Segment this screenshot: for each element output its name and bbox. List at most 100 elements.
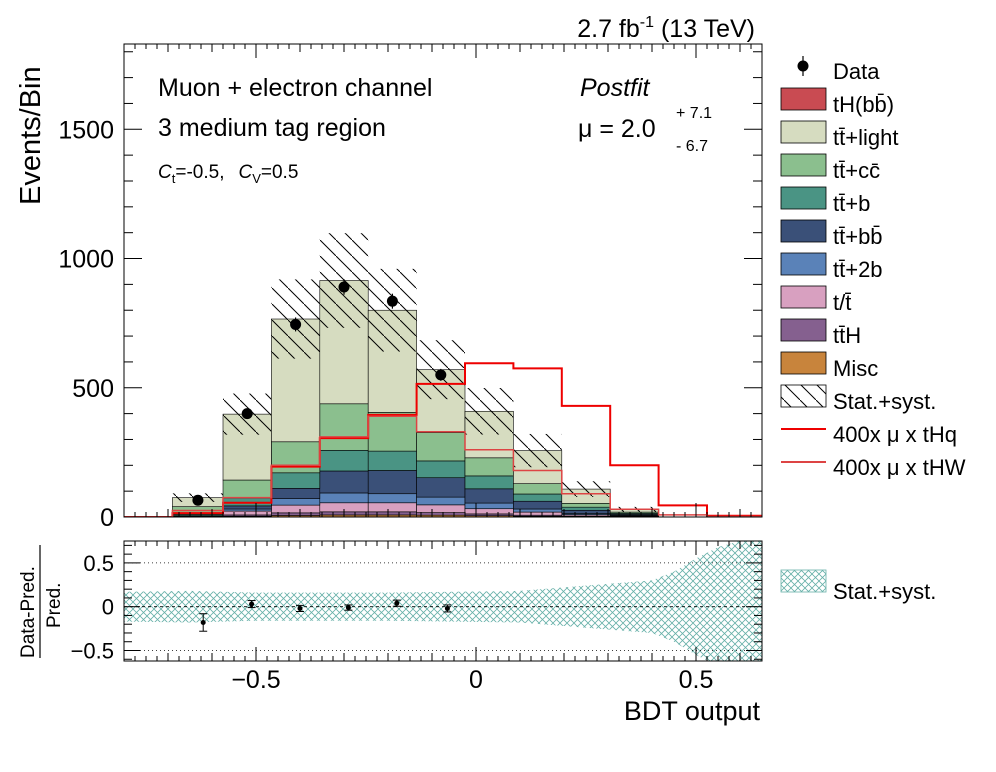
ratio-point-2	[297, 605, 303, 611]
legend-entry-tt2b: tt̄+2b	[780, 252, 883, 282]
stack-bar-4-6	[416, 477, 466, 498]
legend-entry-ttbb: tt̄+bb̄	[780, 219, 883, 249]
stack-bar-2-7	[464, 508, 514, 515]
legend-swatch	[780, 120, 827, 144]
legend-entry-tH: tH(bb̄)	[780, 87, 894, 117]
stack-bar-3-6	[416, 496, 466, 506]
signal-lines	[124, 362, 762, 517]
data-point-5	[435, 369, 447, 381]
stack-bar-5-7	[464, 475, 514, 490]
ratio-gridlines	[124, 562, 762, 651]
legend-marker	[797, 60, 809, 72]
stack-bar-6-3	[271, 441, 321, 474]
legend-swatch	[780, 285, 827, 309]
stack-bar-6-5	[367, 412, 417, 452]
ratio-point-1	[249, 601, 255, 607]
legend-swatch	[780, 87, 827, 111]
stack-bar-6-6	[416, 432, 466, 462]
legend-entry-misc: Misc	[780, 351, 878, 381]
stack-bar-4-5	[367, 470, 417, 495]
legend-swatch	[780, 153, 827, 177]
x-tick-label: 0	[469, 666, 483, 694]
legend-label: tt̄+2b	[833, 257, 883, 282]
region-label: 3 medium tag region	[158, 114, 386, 142]
stack-bar-3-5	[367, 493, 417, 504]
stack-bar-6-4	[319, 403, 369, 451]
x-tick-label: 0.5	[679, 666, 714, 694]
stack-bar-4-4	[319, 470, 369, 494]
data-point-0	[192, 494, 204, 506]
legend-label: Data	[833, 59, 880, 84]
stack-bar-3-4	[319, 492, 369, 504]
data-point-1	[241, 408, 253, 420]
legend-entry-unc: Stat.+syst.	[780, 384, 936, 414]
stack-bar-2-5	[367, 502, 417, 513]
main-y-tick-label: 500	[72, 375, 114, 403]
ratio-legend-swatch	[780, 569, 827, 593]
x-axis-title: BDT output	[624, 696, 761, 726]
stack-bar-5-5	[367, 450, 417, 471]
legend-label: 400x μ x tHq	[833, 422, 957, 447]
legend-label: 400x μ x tHW	[833, 455, 966, 480]
legend-label: tt̄+cc̄	[833, 158, 880, 183]
ratio-y-title-numerator: Data-Pred.	[18, 566, 39, 658]
ratio-y-tick-label: −0.5	[71, 638, 114, 663]
legend-entry-ttlight: tt̄+light	[780, 120, 898, 150]
stack-bar-5-9	[561, 506, 611, 511]
stack-bar-6-2	[222, 479, 272, 499]
main-y-tick-label: 0	[100, 504, 114, 532]
lumi-label: 2.7 fb-1 (13 TeV)	[577, 14, 755, 43]
ratio-uncertainty-band	[124, 541, 762, 661]
legend-label: tt̄H	[833, 323, 861, 348]
data-point-2	[290, 318, 302, 330]
ratio-axis-ticks: −0.5 0 0.5 −0.5 0 0.5	[71, 541, 763, 694]
stack-bar-3-8	[513, 508, 563, 513]
ratio-y-title-denominator: Pred.	[44, 583, 65, 628]
legend-swatch	[780, 219, 827, 243]
legend: Data tH(bb̄) tt̄+light tt̄+cc̄ tt̄+b tt̄+bb̄ t…	[780, 56, 966, 480]
ratio-point-4	[394, 600, 400, 606]
stack-bar-3-7	[464, 502, 514, 510]
stack-bar-4-7	[464, 488, 514, 504]
legend-entry-ttb: tt̄+b	[780, 186, 870, 216]
y-axis-title: Events/Bin	[15, 66, 47, 205]
stack-bar-5-6	[416, 460, 466, 479]
stack-bar-5-3	[271, 472, 321, 489]
data-point-3	[338, 281, 350, 293]
ratio-point-3	[345, 605, 351, 611]
legend-entry-thw: 400x μ x tHW	[781, 455, 966, 480]
legend-swatch	[780, 318, 827, 342]
ratio-point-0	[200, 619, 206, 625]
stack-bar-3-3	[271, 498, 321, 506]
signal-line-0	[124, 362, 762, 517]
ratio-legend-label: Stat.+syst.	[833, 579, 936, 604]
uncertainty-bin-9	[561, 481, 611, 497]
ratio-y-tick-label: 0	[102, 595, 114, 620]
signal-strength-up: + 7.1	[676, 105, 712, 122]
legend-label: tt̄+light	[833, 125, 898, 150]
legend-label: t/t̄	[833, 290, 851, 315]
stack-bar-2-2	[222, 510, 272, 516]
stack-bar-1-6	[416, 512, 466, 516]
stack-bar-5-8	[513, 493, 563, 502]
legend-label: Misc	[833, 356, 878, 381]
uncertainty-bin-5	[368, 268, 417, 352]
stack-bar-1-5	[367, 511, 417, 516]
legend-entry-thq: 400x μ x tHq	[781, 422, 957, 447]
ratio-point-5	[444, 605, 450, 611]
uncertainty-bin-8	[513, 433, 562, 468]
stack-bar-6-8	[513, 483, 563, 495]
legend-label: tt̄+b	[833, 191, 870, 216]
postfit-label: Postfit	[580, 74, 651, 102]
channel-label: Muon + electron channel	[158, 74, 433, 102]
main-y-tick-label: 1000	[58, 246, 114, 274]
stack-bar-2-8	[513, 511, 563, 516]
stack-bar-4-8	[513, 500, 563, 510]
data-points	[192, 279, 447, 506]
stack-bar-1-3	[271, 512, 321, 516]
legend-label: Stat.+syst.	[833, 389, 936, 414]
data-point-4	[386, 295, 398, 307]
legend-swatch	[780, 252, 827, 276]
legend-entry-ttH: tt̄H	[780, 318, 861, 348]
